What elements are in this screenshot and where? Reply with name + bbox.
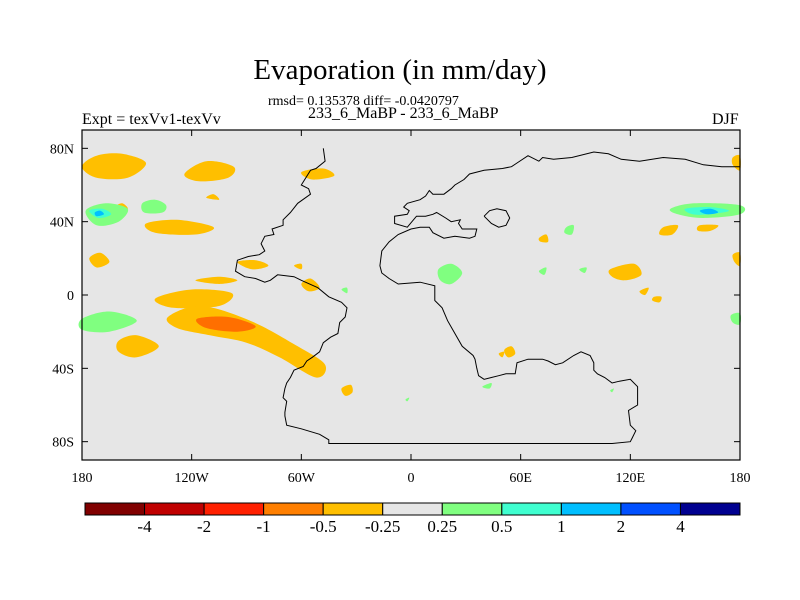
x-tick-label: 60E bbox=[509, 471, 532, 486]
x-tick-label: 60W bbox=[288, 471, 316, 486]
contour-region-31 bbox=[730, 312, 742, 325]
inland-sea-coastline bbox=[483, 208, 511, 228]
contour-region-22 bbox=[294, 263, 303, 270]
colorbar-label: -1 bbox=[257, 517, 271, 536]
contour-region-20 bbox=[206, 194, 220, 200]
x-tick-label: 180 bbox=[72, 471, 93, 486]
axes: 180 120W 60W 0 60E 120E 180 80N 40N 0 40S 80S bbox=[50, 130, 751, 486]
plot-area bbox=[78, 129, 746, 461]
contour-region-4 bbox=[89, 252, 110, 268]
colorbar-swatch bbox=[441, 502, 503, 516]
colorbar-label: 0.25 bbox=[427, 517, 457, 536]
contour-region-12 bbox=[504, 346, 516, 358]
contour-region-41 bbox=[94, 210, 104, 217]
plot-title: Evaporation (in mm/day) bbox=[253, 54, 547, 86]
contour-region-38 bbox=[196, 316, 256, 332]
contour-region-28 bbox=[437, 263, 463, 285]
colorbar-label: -0.25 bbox=[365, 517, 400, 536]
stats-subtitle: rmsd= 0.135378 diff= -0.0420797 bbox=[268, 94, 459, 109]
colorbar-label: 2 bbox=[617, 517, 626, 536]
colorbar-swatch bbox=[322, 502, 384, 516]
contour-region-7 bbox=[154, 289, 234, 309]
colorbar-swatch bbox=[144, 502, 205, 516]
colorbar-swatch bbox=[203, 502, 265, 516]
colorbar-swatch bbox=[560, 502, 622, 516]
contour-region-17 bbox=[651, 296, 662, 303]
y-tick-label: 40N bbox=[50, 216, 74, 231]
contour-region-13 bbox=[608, 263, 642, 281]
colorbar-swatch bbox=[679, 502, 741, 516]
contour-region-36 bbox=[405, 397, 410, 402]
x-tick-label: 180 bbox=[730, 471, 751, 486]
colorbar-swatch bbox=[501, 502, 562, 516]
contour-region-33 bbox=[341, 287, 348, 294]
contour-region-1 bbox=[184, 160, 236, 182]
contour-region-11 bbox=[341, 384, 353, 396]
case-label: 233_6_MaBP - 233_6_MaBP bbox=[308, 105, 499, 122]
y-tick-label: 80S bbox=[52, 436, 74, 451]
x-tick-label: 120E bbox=[616, 471, 646, 486]
contour-region-14 bbox=[639, 287, 649, 296]
contour-region-5 bbox=[195, 276, 238, 284]
contour-region-16 bbox=[696, 224, 719, 232]
x-tick-label: 120W bbox=[175, 471, 210, 486]
colorbar-swatch bbox=[84, 502, 146, 516]
contour-region-24 bbox=[498, 351, 505, 358]
contour-region-3 bbox=[144, 219, 215, 235]
contour-region-9 bbox=[116, 335, 159, 358]
coastlines bbox=[234, 148, 740, 444]
contour-region-15 bbox=[659, 224, 679, 236]
colorbar-label: 0.5 bbox=[491, 517, 512, 536]
x-tick-label: 0 bbox=[408, 471, 415, 486]
experiment-label: Expt = texVv1-texVv bbox=[82, 111, 221, 128]
y-tick-label: 40S bbox=[52, 362, 74, 377]
contour-region-0 bbox=[82, 153, 147, 180]
colorbar-label: 4 bbox=[676, 517, 685, 536]
colorbar-swatch bbox=[263, 502, 324, 516]
contour-region-32 bbox=[482, 382, 492, 389]
colorbar-swatch bbox=[620, 502, 681, 516]
colorbar-label: -2 bbox=[197, 517, 211, 536]
colorbar-label: 1 bbox=[557, 517, 566, 536]
contour-region-35 bbox=[579, 267, 587, 274]
contour-region-27 bbox=[78, 311, 137, 333]
y-tick-label: 80N bbox=[50, 142, 74, 157]
contour-region-23 bbox=[538, 234, 549, 243]
contour-region-42 bbox=[699, 208, 719, 215]
colorbar-label: -0.5 bbox=[310, 517, 337, 536]
colorbar: -4 -2 -1 -0.5 -0.25 0.25 0.5 1 2 4 bbox=[84, 502, 741, 536]
contour-region-29 bbox=[564, 224, 575, 235]
contour-fields bbox=[78, 153, 746, 402]
contour-region-19 bbox=[732, 252, 741, 267]
contour-region-26 bbox=[141, 199, 167, 214]
coastline bbox=[234, 148, 740, 444]
contour-region-6 bbox=[237, 260, 269, 270]
season-label: DJF bbox=[712, 111, 739, 128]
colorbar-label: -4 bbox=[137, 517, 152, 536]
contour-region-34 bbox=[538, 267, 547, 275]
colorbar-swatch bbox=[382, 502, 443, 516]
y-tick-label: 0 bbox=[67, 289, 74, 304]
contour-region-37 bbox=[610, 388, 614, 393]
